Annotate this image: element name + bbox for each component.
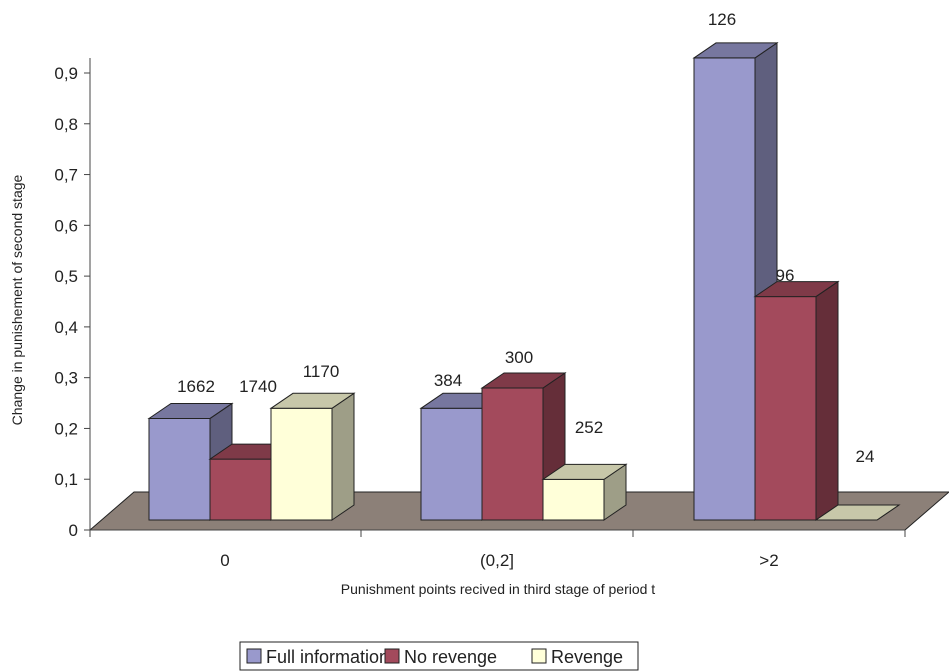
bar-front xyxy=(209,458,272,521)
bar-top xyxy=(541,463,628,480)
data-label: 126 xyxy=(708,10,736,29)
bar xyxy=(753,280,840,521)
data-label: 96 xyxy=(776,266,795,285)
bar-front xyxy=(420,407,483,521)
data-label: 384 xyxy=(434,371,462,390)
y-tick-label: 0,5 xyxy=(54,267,78,286)
legend-swatch xyxy=(531,648,547,664)
bars xyxy=(147,41,901,521)
bar xyxy=(692,41,779,521)
bar xyxy=(814,504,901,521)
y-tick-label: 0,8 xyxy=(54,115,78,134)
bar-top xyxy=(269,392,356,409)
y-tick-label: 0,2 xyxy=(54,419,78,438)
data-label: 252 xyxy=(575,418,603,437)
bar-side xyxy=(331,392,355,521)
legend-label: No revenge xyxy=(404,647,497,667)
bar-front xyxy=(542,478,605,521)
legend-swatch xyxy=(384,648,400,664)
legend-label: Full information xyxy=(266,647,389,667)
x-tick-label: 0 xyxy=(220,551,229,570)
legend-label: Revenge xyxy=(551,647,623,667)
bar-top xyxy=(814,504,901,521)
y-tick-label: 0,3 xyxy=(54,369,78,388)
y-axis-label: Change in punishement of second stage xyxy=(9,174,25,425)
bar-front xyxy=(148,417,211,521)
bar-front xyxy=(693,57,756,521)
x-tick-label: >2 xyxy=(759,551,778,570)
x-tick-label: (0,2] xyxy=(480,551,514,570)
y-tick-label: 0,6 xyxy=(54,216,78,235)
bar-side xyxy=(815,280,839,521)
bar-front xyxy=(754,296,817,521)
y-tick-label: 0,1 xyxy=(54,470,78,489)
y-tick-label: 0 xyxy=(69,521,78,540)
data-label: 1662 xyxy=(177,377,215,396)
legend-swatch xyxy=(246,648,262,664)
data-label: 1740 xyxy=(239,377,277,396)
bar-top xyxy=(692,42,779,59)
y-tick-label: 0,4 xyxy=(54,318,78,337)
bar-front xyxy=(270,407,333,521)
bar-top xyxy=(753,281,840,298)
legend: Full information No revenge Revenge xyxy=(239,641,639,671)
data-labels: 1662 1740 1170 384 300 252 126 96 24 xyxy=(177,10,874,466)
bar-front xyxy=(481,387,544,521)
y-tick-label: 0,9 xyxy=(54,64,78,83)
bar-top xyxy=(480,372,567,389)
data-label: 300 xyxy=(505,348,533,367)
bar xyxy=(541,463,628,521)
axes: 0 0,1 0,2 0,3 0,4 0,5 0,6 0,7 0,8 0,9 0 (0,2] >2 xyxy=(54,58,906,570)
bar-top xyxy=(147,402,234,419)
data-label: 24 xyxy=(856,447,875,466)
y-tick-label: 0,7 xyxy=(54,166,78,185)
bar xyxy=(269,392,356,521)
legend-box xyxy=(239,641,639,671)
x-axis-label: Punishment points recived in third stage… xyxy=(341,581,656,597)
data-label: 1170 xyxy=(303,362,340,381)
